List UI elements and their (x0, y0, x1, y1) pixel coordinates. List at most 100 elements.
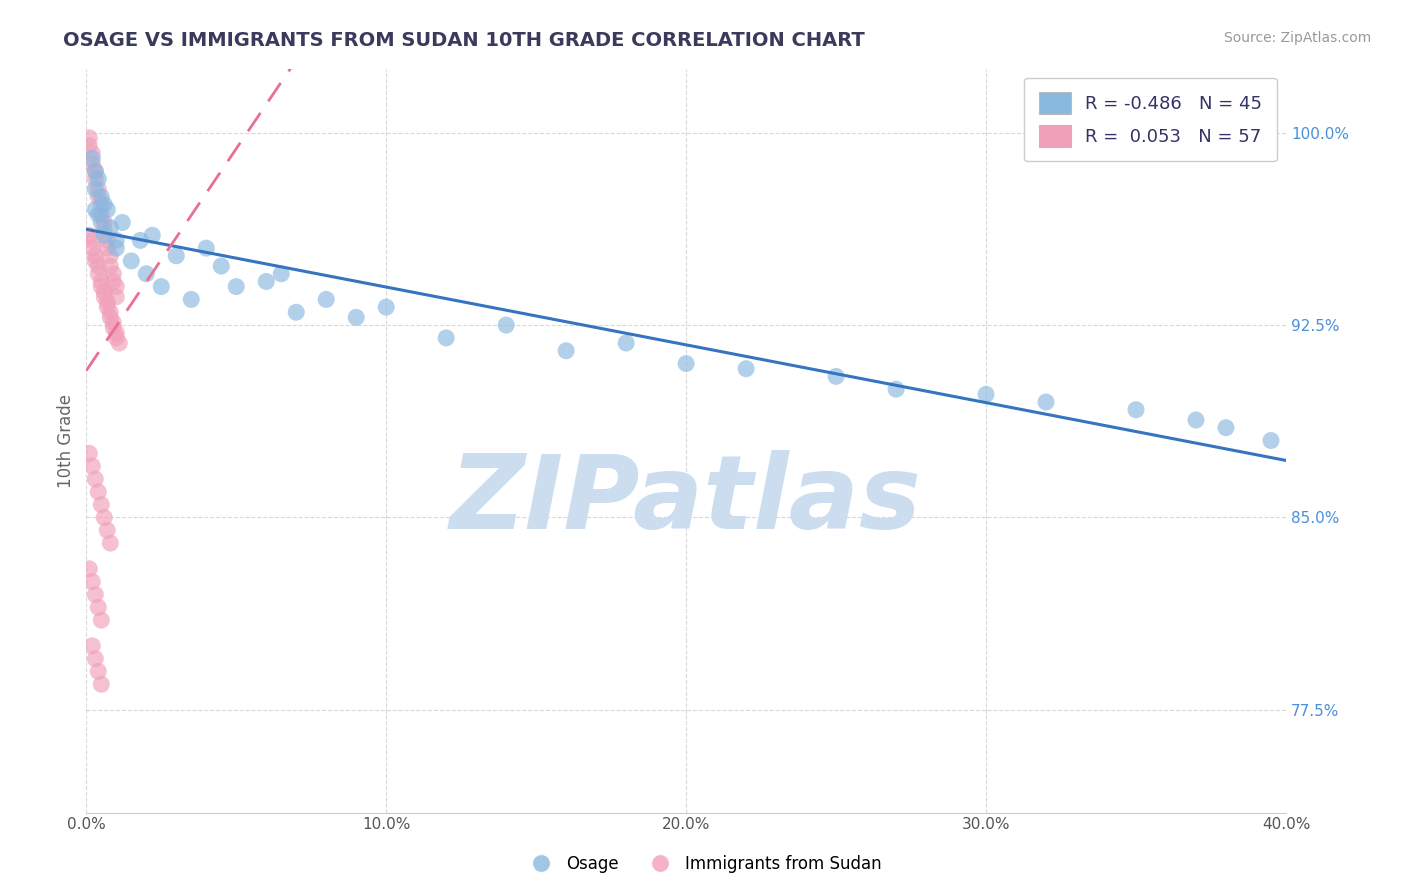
Point (87, 208, 110, 222)
Point (884, 382, 907, 396)
Point (495, 318, 517, 332)
Point (82, 156, 104, 170)
Point (82, 574, 104, 589)
Point (96, 300, 118, 314)
Point (84, 202, 107, 217)
Y-axis label: 10th Grade: 10th Grade (58, 393, 75, 488)
Point (87, 484, 110, 499)
Point (105, 331, 128, 345)
Point (150, 279, 173, 293)
Point (79, 562, 101, 576)
Point (93, 215, 115, 229)
Point (98, 220, 121, 235)
Point (79, 130, 101, 145)
Point (93, 228, 115, 243)
Point (82, 639, 104, 653)
Point (375, 300, 398, 314)
Point (84, 651, 107, 665)
Point (108, 336, 131, 351)
Point (84, 587, 107, 601)
Point (87, 259, 110, 273)
Point (96, 241, 118, 255)
Point (96, 295, 118, 310)
Point (103, 267, 125, 281)
Point (79, 446, 101, 460)
Point (84, 164, 107, 178)
Point (675, 357, 697, 371)
Point (141, 228, 163, 243)
Point (87, 267, 110, 281)
Point (90, 498, 112, 512)
Point (90, 279, 112, 293)
Text: ZIPatlas: ZIPatlas (450, 450, 922, 550)
Point (135, 267, 157, 281)
Point (87, 171, 110, 186)
Point (79, 138, 101, 153)
Point (90, 613, 112, 627)
Point (209, 259, 232, 273)
Point (225, 279, 247, 293)
Point (315, 293, 337, 307)
Point (84, 164, 107, 178)
Legend: R = -0.486   N = 45, R =  0.053   N = 57: R = -0.486 N = 45, R = 0.053 N = 57 (1024, 78, 1277, 161)
Text: Source: ZipAtlas.com: Source: ZipAtlas.com (1223, 31, 1371, 45)
Point (90, 190, 112, 204)
Point (270, 267, 292, 281)
Point (344, 310, 367, 325)
Point (103, 320, 125, 334)
Point (96, 202, 118, 217)
Point (90, 208, 112, 222)
Point (98, 249, 121, 263)
Point (1185, 413, 1208, 427)
Point (105, 326, 128, 340)
Point (825, 369, 848, 384)
Point (120, 254, 142, 268)
Point (84, 254, 107, 268)
Point (79, 228, 101, 243)
Point (87, 665, 110, 679)
Point (82, 241, 104, 255)
Point (105, 234, 128, 248)
Point (87, 600, 110, 615)
Point (103, 316, 125, 330)
Point (90, 197, 112, 211)
Point (129, 234, 152, 248)
Point (1260, 434, 1282, 448)
Point (103, 275, 125, 289)
Point (93, 197, 115, 211)
Point (82, 151, 104, 165)
Point (285, 305, 308, 319)
Point (93, 290, 115, 304)
Point (105, 279, 128, 293)
Point (98, 536, 121, 550)
Point (614, 336, 637, 351)
Point (93, 510, 115, 524)
Point (98, 259, 121, 273)
Point (98, 305, 121, 319)
Point (93, 223, 115, 237)
Point (84, 182, 107, 196)
Point (1125, 402, 1147, 417)
Point (96, 524, 118, 538)
Point (555, 343, 578, 358)
Point (974, 387, 997, 401)
Point (735, 361, 758, 376)
Point (195, 241, 218, 255)
Point (87, 190, 110, 204)
Point (90, 215, 112, 229)
Point (84, 171, 107, 186)
Point (165, 249, 187, 263)
Point (105, 241, 128, 255)
Point (1215, 420, 1237, 434)
Point (98, 310, 121, 325)
Point (111, 215, 134, 229)
Point (82, 459, 104, 474)
Point (1035, 395, 1057, 409)
Point (434, 331, 457, 345)
Point (90, 275, 112, 289)
Point (90, 677, 112, 691)
Point (254, 275, 277, 289)
Point (93, 285, 115, 299)
Text: OSAGE VS IMMIGRANTS FROM SUDAN 10TH GRADE CORRELATION CHART: OSAGE VS IMMIGRANTS FROM SUDAN 10TH GRAD… (63, 31, 865, 50)
Point (96, 234, 118, 248)
